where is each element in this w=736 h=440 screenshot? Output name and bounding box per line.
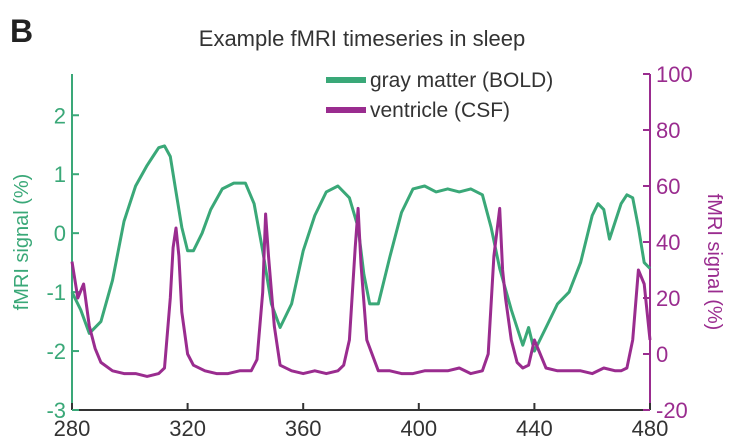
right-tick-label-100: 100 [656,62,693,87]
left-tick-label-1: 1 [54,162,66,187]
right-tick-label-60: 60 [656,174,680,199]
left-tick-label-0: 0 [54,221,66,246]
x-tick-label-360: 360 [285,416,322,440]
left-tick-label--1: -1 [46,280,66,305]
chart-title: Example fMRI timeseries in sleep [199,26,525,51]
legend: gray matter (BOLD) ventricle (CSF) [326,69,553,122]
right-tick-label--20: -20 [656,398,688,423]
x-tick-label-440: 440 [516,416,553,440]
x-axis-ticks: 280 320 360 400 440 480 [54,403,669,440]
right-tick-label-0: 0 [656,342,668,367]
left-tick-label--2: -2 [46,339,66,364]
right-axis-label: fMRI signal (%) [703,194,725,331]
left-axis-label: fMRI signal (%) [11,174,33,311]
series-line-csf [70,206,652,378]
left-axis-ticks: -3 -2 -1 0 1 2 [46,103,79,423]
right-axis-ticks: -20 0 20 40 60 80 100 [643,62,693,423]
x-tick-label-320: 320 [169,416,206,440]
series-line-bold [70,144,652,353]
x-tick-label-280: 280 [54,416,91,440]
right-tick-label-40: 40 [656,230,680,255]
left-tick-label-2: 2 [54,103,66,128]
right-tick-label-80: 80 [656,118,680,143]
left-tick-label--3: -3 [46,398,66,423]
panel-label: B [10,13,33,49]
x-tick-label-480: 480 [632,416,669,440]
right-tick-label-20: 20 [656,286,680,311]
legend-label-csf: ventricle (CSF) [370,99,510,122]
series-layer [70,144,652,378]
legend-label-bold: gray matter (BOLD) [370,69,553,92]
x-tick-label-400: 400 [400,416,437,440]
